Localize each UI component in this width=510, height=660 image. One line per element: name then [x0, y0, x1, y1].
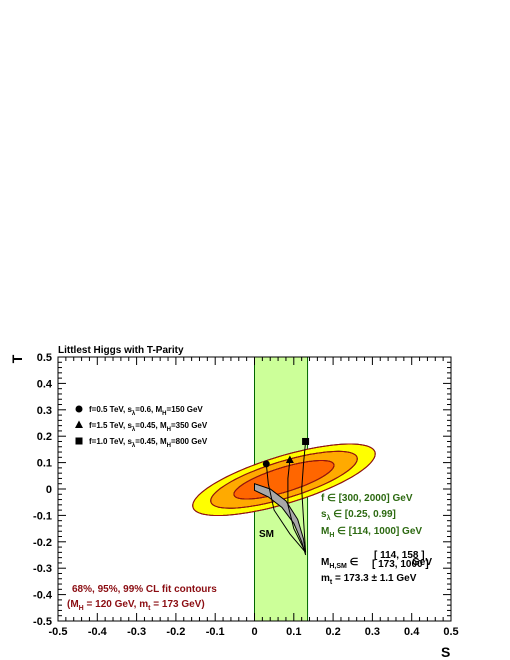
prediction-curve-square	[301, 441, 307, 553]
annotation-mt: mt = 173.3 ± 1.1 GeV	[321, 573, 417, 586]
legend-marker-triangle	[75, 420, 83, 428]
x-tick-label: -0.5	[49, 626, 68, 638]
marker-triangle	[285, 455, 294, 463]
x-tick-label: 0.5	[443, 626, 458, 638]
marker-square	[302, 437, 310, 445]
legend-marker-circle	[75, 405, 83, 413]
x-tick-label: 0.1	[286, 626, 301, 638]
legend-entry: f=1.0 TeV, sλ=0.45, MH=800 GeV	[89, 437, 208, 449]
y-tick-label: -0.1	[33, 510, 52, 522]
sm-label: SM	[259, 529, 274, 540]
y-tick-label: 0.1	[37, 458, 52, 470]
prediction-curve-triangle	[287, 459, 307, 553]
y-tick-label: 0.2	[37, 431, 52, 443]
annotation-mhsm-unit: GeV	[412, 557, 432, 568]
y-tick-label: 0	[46, 484, 52, 496]
legend-entry: f=0.5 TeV, sλ=0.6, MH=150 GeV	[89, 405, 203, 417]
x-tick-label: -0.4	[88, 626, 108, 638]
annotation-mhsm-frac-top: [ 114, 158 ]	[374, 550, 425, 561]
prediction-markers	[262, 437, 310, 468]
y-tick-label: 0.3	[37, 405, 52, 417]
x-tick-label: 0.2	[325, 626, 340, 638]
y-tick-label: 0.5	[37, 352, 52, 364]
x-tick-label: -0.3	[127, 626, 146, 638]
annotation-mhsm: MH,SM ∈	[321, 557, 359, 570]
annotation-cl-line1: 68%, 95%, 99% CL fit contours	[72, 584, 217, 595]
legend-marker-square	[75, 437, 83, 445]
y-tick-label: -0.4	[33, 590, 53, 602]
x-tick-label: 0.4	[404, 626, 420, 638]
annotation-mh-range: MH ∈ [114, 1000] GeV	[321, 526, 422, 539]
annotation-cl-line2: (MH = 120 GeV, mt = 173 GeV)	[67, 599, 205, 612]
y-tick-label: -0.3	[33, 563, 52, 575]
chart-title: Littlest Higgs with T-Parity	[58, 345, 184, 356]
x-tick-label: 0	[251, 626, 257, 638]
y-axis-title: T	[9, 354, 25, 363]
y-tick-label: -0.5	[33, 616, 52, 628]
contour-outline-95	[210, 450, 358, 509]
x-tick-label: -0.2	[166, 626, 185, 638]
annotation-s-range: sλ ∈ [0.25, 0.99]	[321, 509, 396, 522]
y-tick-label: 0.4	[37, 378, 53, 390]
x-tick-label: 0.3	[365, 626, 380, 638]
legend-entry: f=1.5 TeV, sλ=0.45, MH=350 GeV	[89, 421, 208, 433]
contour-outline-99	[192, 443, 376, 516]
x-axis: -0.5 -0.4 -0.3 -0.2 -0.1 0 0.1 0.2 0.3 0.4 0.5	[49, 357, 459, 638]
prediction-curves	[265, 441, 307, 553]
annotation-mhsm-frac-bottom: [ 173, 1000 ]	[372, 559, 429, 570]
marker-circle	[262, 460, 270, 468]
contour-outline-68	[233, 460, 335, 500]
legend: f=0.5 TeV, sλ=0.6, MH=150 GeV f=1.5 TeV, …	[75, 405, 208, 449]
y-tick-label: -0.2	[33, 537, 52, 549]
prediction-curve-circle	[265, 463, 306, 553]
annotation-f-range: f ∈ [300, 2000] GeV	[321, 493, 413, 504]
x-axis-title: S	[441, 644, 450, 660]
x-tick-label: -0.1	[206, 626, 225, 638]
y-axis: -0.5 -0.4 -0.3 -0.2 -0.1 0 0.1 0.2 0.3 0.4 0.5	[33, 352, 451, 628]
